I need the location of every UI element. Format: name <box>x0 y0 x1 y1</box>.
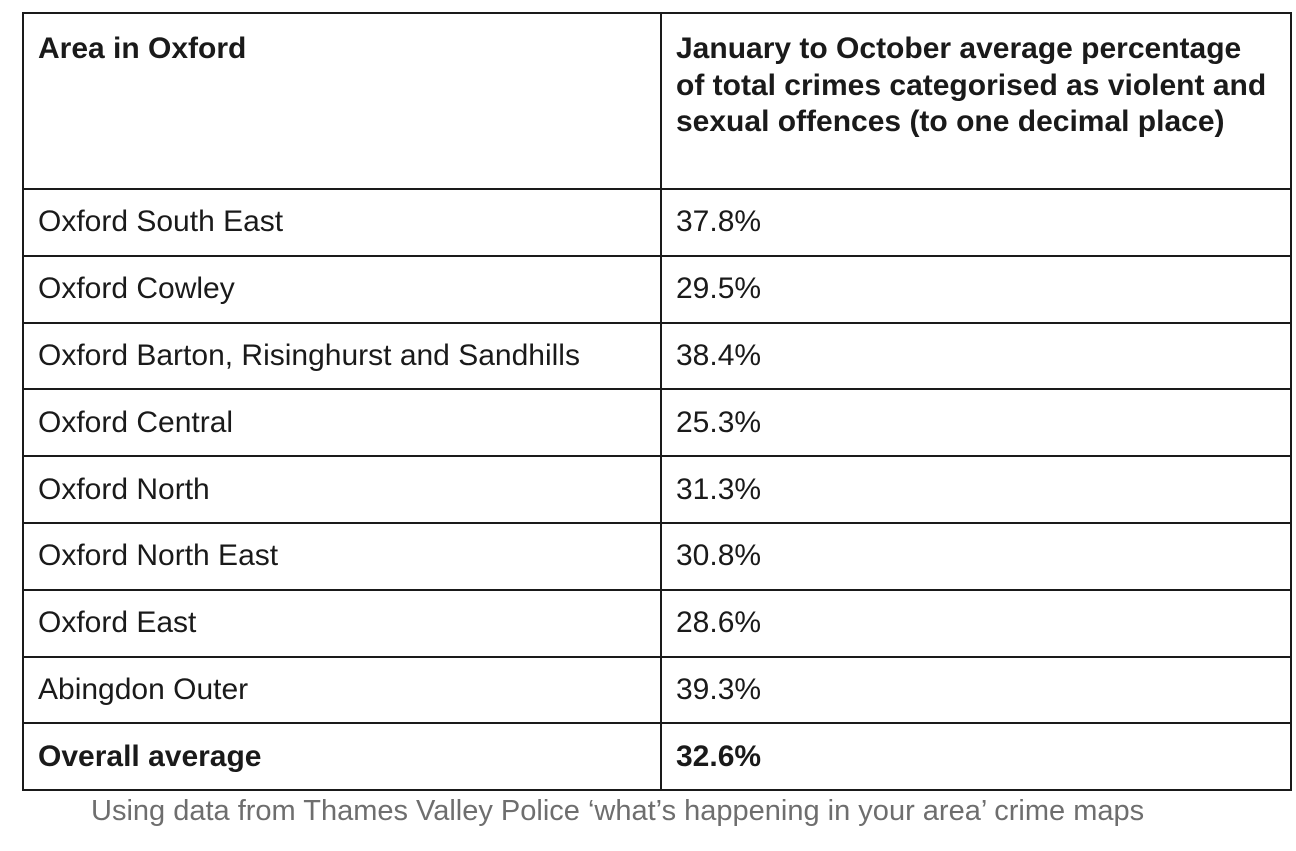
cell-area: Abingdon Outer <box>22 655 662 725</box>
table-header-row: Area in Oxford January to October averag… <box>22 12 1292 190</box>
table-row: Oxford Central 25.3% <box>22 388 1292 458</box>
cell-percentage: 25.3% <box>660 388 1292 458</box>
cell-area: Oxford South East <box>22 188 662 257</box>
table-row: Oxford South East 37.8% <box>22 188 1292 257</box>
summary-value: 32.6% <box>660 722 1292 792</box>
cell-percentage: 38.4% <box>660 321 1292 391</box>
cell-area: Oxford Cowley <box>22 254 662 324</box>
table-row: Abingdon Outer 39.3% <box>22 655 1292 725</box>
cell-area: Oxford North <box>22 455 662 524</box>
cell-percentage: 39.3% <box>660 655 1292 725</box>
crime-statistics-table: Area in Oxford January to October averag… <box>22 12 1292 792</box>
cell-percentage: 37.8% <box>660 188 1292 257</box>
cell-percentage: 28.6% <box>660 588 1292 658</box>
table-row: Oxford North East 30.8% <box>22 521 1292 591</box>
summary-row: Overall average 32.6% <box>22 722 1292 792</box>
source-caption: Using data from Thames Valley Police ‘wh… <box>91 795 1145 827</box>
cell-area: Oxford Central <box>22 388 662 458</box>
cell-percentage: 30.8% <box>660 521 1292 591</box>
cell-area: Oxford Barton, Risinghurst and Sandhills <box>22 321 662 391</box>
crime-table-container: Area in Oxford January to October averag… <box>22 12 1292 792</box>
summary-label: Overall average <box>22 722 662 792</box>
table-row: Oxford East 28.6% <box>22 588 1292 658</box>
table-row: Oxford North 31.3% <box>22 455 1292 524</box>
cell-area: Oxford North East <box>22 521 662 591</box>
table-row: Oxford Cowley 29.5% <box>22 254 1292 324</box>
cell-percentage: 31.3% <box>660 455 1292 524</box>
header-area: Area in Oxford <box>22 12 662 190</box>
table-row: Oxford Barton, Risinghurst and Sandhills… <box>22 321 1292 391</box>
cell-percentage: 29.5% <box>660 254 1292 324</box>
cell-area: Oxford East <box>22 588 662 658</box>
header-percentage: January to October average percentage of… <box>660 12 1292 190</box>
